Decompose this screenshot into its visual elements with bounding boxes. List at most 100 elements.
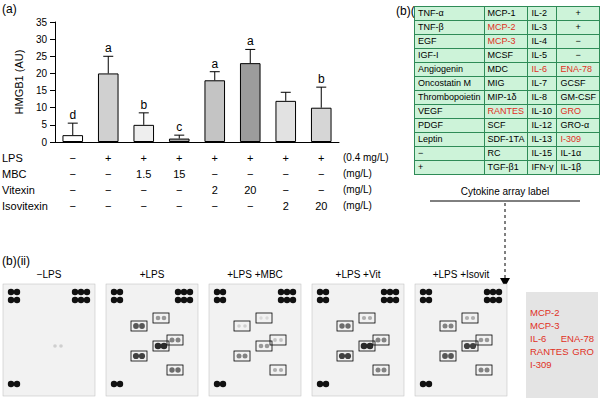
svg-text:+: + <box>176 152 182 164</box>
svg-text:b: b <box>140 98 147 112</box>
svg-text:(mg/L): (mg/L) <box>343 200 372 211</box>
svg-text:a: a <box>105 41 112 55</box>
html-text:MCSF: MCSF <box>487 50 513 60</box>
html-text:Angiogenin: Angiogenin <box>418 64 463 74</box>
svg-text:+LPS +Isovit: +LPS +Isovit <box>433 269 490 280</box>
svg-text:0: 0 <box>41 137 47 148</box>
svg-text:−: − <box>141 184 147 196</box>
html-text:MCP-1: MCP-1 <box>487 8 516 18</box>
svg-text:a: a <box>247 34 254 48</box>
svg-text:5: 5 <box>41 119 47 130</box>
html-text:ENA-78: ENA-78 <box>560 64 592 74</box>
html-text:IL-6: IL-6 <box>530 333 547 344</box>
svg-text:−LPS: −LPS <box>37 269 62 280</box>
html-text:MCP-3: MCP-3 <box>487 36 516 46</box>
svg-text:1.5: 1.5 <box>136 168 151 180</box>
svg-text:−: − <box>247 200 253 212</box>
svg-text:2: 2 <box>283 200 289 212</box>
html-text:I-309: I-309 <box>530 359 552 370</box>
html-text:MIP-1δ: MIP-1δ <box>487 92 517 102</box>
html-text:Cytokine array label: Cytokine array label <box>460 186 550 197</box>
svg-text:−: − <box>70 200 76 212</box>
svg-text:+: + <box>105 152 111 164</box>
svg-text:15: 15 <box>36 85 48 96</box>
html-text:TNF-α: TNF-α <box>418 8 444 18</box>
html-text:MIG: MIG <box>487 78 505 88</box>
svg-text:−: − <box>176 200 182 212</box>
svg-text:−: − <box>283 184 289 196</box>
svg-text:(mg/L): (mg/L) <box>343 168 372 179</box>
svg-text:a: a <box>211 57 218 71</box>
svg-text:+: + <box>283 152 289 164</box>
svg-text:−: − <box>212 200 218 212</box>
svg-text:20: 20 <box>36 68 48 79</box>
svg-text:+LPS +MBC: +LPS +MBC <box>227 269 283 280</box>
svg-text:+: + <box>318 152 324 164</box>
svg-text:−: − <box>70 184 76 196</box>
html-text:(a): (a) <box>2 2 17 16</box>
html-text:IL-7: IL-7 <box>531 78 547 88</box>
html-text:MCP-3: MCP-3 <box>530 320 560 331</box>
svg-text:MBC: MBC <box>2 168 27 180</box>
html-text:Thrombopoietin: Thrombopoietin <box>418 92 481 102</box>
svg-text:2: 2 <box>212 184 218 196</box>
svg-text:+LPS +Vit: +LPS +Vit <box>336 269 381 280</box>
svg-text:c: c <box>176 120 182 134</box>
svg-text:HMGB1 (AU): HMGB1 (AU) <box>13 50 25 115</box>
html-text:(b)(ii): (b)(ii) <box>2 254 30 268</box>
html-text:GM-CSF: GM-CSF <box>560 92 596 102</box>
html-text:GCSF: GCSF <box>560 78 586 88</box>
svg-text:20: 20 <box>244 184 256 196</box>
svg-text:−: − <box>105 184 111 196</box>
html-text:ENA-78: ENA-78 <box>560 333 594 344</box>
html-text:RANTES GRO: RANTES GRO <box>530 346 594 357</box>
svg-text:+: + <box>212 152 218 164</box>
html-text:IL-6: IL-6 <box>531 64 547 74</box>
html-text:IL-10: IL-10 <box>531 106 552 116</box>
svg-text:d: d <box>69 108 76 122</box>
svg-text:−: − <box>176 184 182 196</box>
svg-text:(0.4 mg/L): (0.4 mg/L) <box>343 152 389 163</box>
svg-text:10: 10 <box>36 102 48 113</box>
svg-text:−: − <box>70 168 76 180</box>
svg-text:b: b <box>318 72 325 86</box>
html-text:IGF-I: IGF-I <box>418 50 439 60</box>
svg-text:35: 35 <box>36 17 48 28</box>
html-text:IL-3: IL-3 <box>531 22 547 32</box>
svg-text:15: 15 <box>173 168 185 180</box>
svg-text:−: − <box>105 168 111 180</box>
html-text:IL-8: IL-8 <box>531 92 547 102</box>
svg-text:−: − <box>105 200 111 212</box>
svg-text:Isovitexin: Isovitexin <box>2 200 48 212</box>
html-text:EGF: EGF <box>418 36 437 46</box>
html-text:RANTES: RANTES <box>487 106 525 116</box>
svg-text:Vitexin: Vitexin <box>2 184 35 196</box>
svg-text:−: − <box>212 168 218 180</box>
svg-text:25: 25 <box>36 51 48 62</box>
svg-text:−: − <box>318 168 324 180</box>
svg-text:(mg/L): (mg/L) <box>343 184 372 195</box>
svg-text:−: − <box>283 168 289 180</box>
svg-text:−: − <box>70 152 76 164</box>
html-text:MCP-2: MCP-2 <box>487 22 516 32</box>
svg-text:+: + <box>247 152 253 164</box>
html-text:GRO: GRO <box>560 106 581 116</box>
html-text:MDC: MDC <box>487 64 508 74</box>
svg-text:−: − <box>141 200 147 212</box>
html-text:(b)(i): (b)(i) <box>396 4 422 18</box>
html-text:TNF-β: TNF-β <box>418 22 444 32</box>
svg-text:−: − <box>318 184 324 196</box>
svg-text:30: 30 <box>36 34 48 45</box>
html-text:IL-4: IL-4 <box>531 36 547 46</box>
svg-text:−: − <box>247 168 253 180</box>
svg-text:+: + <box>141 152 147 164</box>
html-text:VEGF: VEGF <box>418 106 443 116</box>
html-text:IL-5: IL-5 <box>531 50 547 60</box>
svg-text:LPS: LPS <box>2 152 23 164</box>
html-text:IL-2: IL-2 <box>531 8 547 18</box>
html-text:MCP-2: MCP-2 <box>530 307 560 318</box>
html-text:Oncostatin M: Oncostatin M <box>418 78 471 88</box>
html-text:PDGF: PDGF <box>418 120 443 130</box>
svg-text:+LPS: +LPS <box>140 269 165 280</box>
svg-text:20: 20 <box>315 200 327 212</box>
